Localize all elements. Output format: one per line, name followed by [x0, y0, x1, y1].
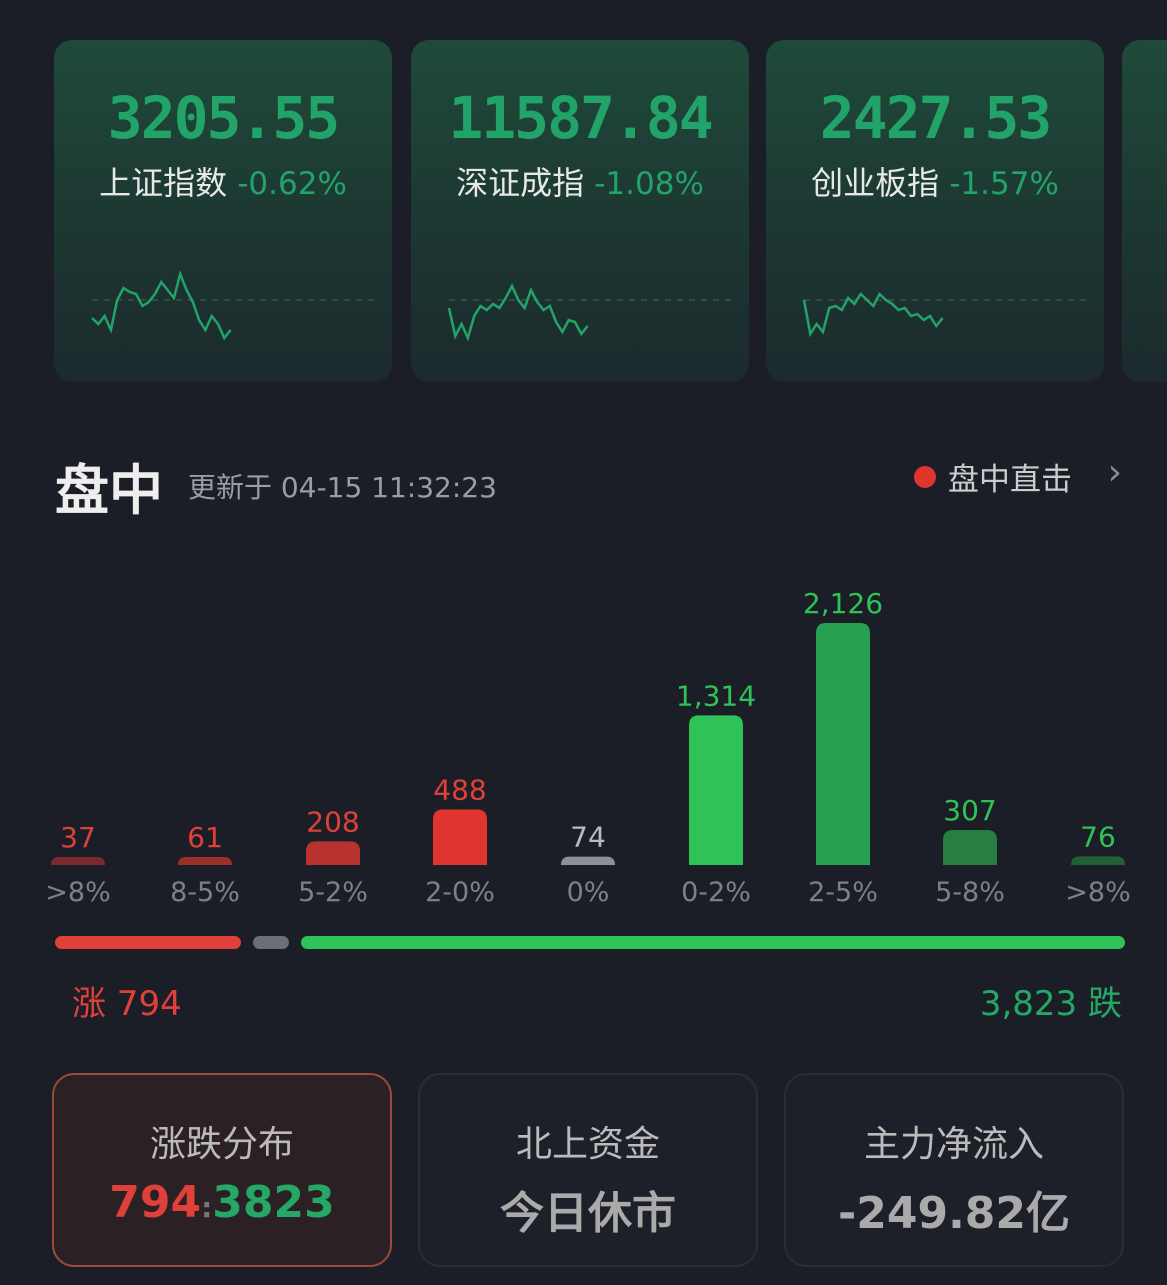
bar	[306, 841, 360, 865]
bar	[689, 715, 743, 865]
ratio-bar-rise	[55, 936, 241, 949]
fall-value: 3823	[212, 1177, 335, 1228]
live-label: 盘中直击	[948, 462, 1072, 498]
index-card-partial[interactable]	[1122, 40, 1167, 382]
bar-value-label: 61	[187, 821, 223, 854]
tab-northbound[interactable]: 北上资金 今日休市	[418, 1073, 758, 1267]
sparkline	[91, 269, 374, 341]
live-dot-icon	[914, 465, 936, 488]
box-title: 涨跌分布	[149, 1124, 294, 1165]
rise-count: 涨 794	[72, 984, 182, 1024]
distribution-chart: 37 >8% 61 8-5% 208 5-2% 488 2-0% 74 0% 1,314 0-2% 2,…	[45, 587, 1130, 908]
bar-category-label: 8-5%	[170, 877, 240, 908]
sparkline-line	[447, 283, 589, 342]
bar-value-label: 37	[60, 821, 96, 854]
separator: :	[201, 1191, 213, 1224]
sparkline-line	[802, 291, 944, 338]
sparkline-line	[91, 269, 232, 341]
bar-category-label: >8%	[45, 877, 110, 908]
index-value: 11587.84	[448, 84, 713, 152]
bar	[561, 856, 615, 865]
bar	[433, 809, 487, 865]
chevron-right-icon[interactable]: ›	[1107, 452, 1122, 493]
index-name: 上证指数	[99, 164, 228, 202]
update-time: 更新于 04-15 11:32:23	[188, 471, 497, 504]
live-link[interactable]: 盘中直击	[914, 454, 1072, 499]
index-change: -0.62%	[237, 166, 347, 202]
box-title: 北上资金	[515, 1124, 660, 1165]
sparkline	[802, 291, 1086, 338]
bar-value-label: 76	[1080, 820, 1116, 853]
bar	[816, 623, 870, 865]
bar-category-label: 5-8%	[935, 877, 1005, 908]
bar-category-label: >8%	[1065, 877, 1130, 908]
index-name: 创业板指	[811, 164, 940, 202]
bar-value-label: 1,314	[676, 679, 756, 712]
bar-value-label: 488	[433, 773, 486, 806]
bar-value-label: 2,126	[803, 587, 883, 620]
index-change: -1.57%	[949, 166, 1059, 202]
index-card-chinext[interactable]: 2427.53 创业板指 -1.57%	[766, 40, 1104, 382]
bar	[178, 857, 232, 865]
bar-category-label: 0%	[567, 877, 610, 908]
index-card-shenzhen[interactable]: 11587.84 深证成指 -1.08%	[411, 40, 749, 382]
box-title: 主力净流入	[863, 1124, 1044, 1165]
index-value: 2427.53	[819, 84, 1052, 152]
bar-category-label: 5-2%	[298, 877, 368, 908]
bar-value-label: 307	[943, 794, 996, 827]
fall-count: 3,823 跌	[979, 984, 1122, 1024]
bar-value-label: 208	[306, 805, 359, 838]
sparkline	[447, 283, 731, 342]
rise-value: 794	[109, 1177, 202, 1228]
bar-category-label: 2-0%	[425, 877, 495, 908]
bar-category-label: 0-2%	[681, 877, 751, 908]
ratio-bar-fall	[300, 936, 1125, 949]
index-name: 深证成指	[456, 164, 585, 202]
section-title: 盘中	[55, 459, 163, 522]
ratio-bar-flat	[252, 936, 289, 949]
box-value: -249.82亿	[837, 1188, 1071, 1239]
tab-main-inflow[interactable]: 主力净流入 -249.82亿	[784, 1073, 1124, 1267]
bar	[1071, 856, 1125, 865]
box-value: 今日休市	[500, 1188, 676, 1239]
index-card-shanghai[interactable]: 3205.55 上证指数 -0.62%	[54, 40, 392, 382]
bar	[943, 830, 997, 865]
index-change: -1.08%	[594, 166, 704, 202]
bar	[51, 857, 105, 865]
index-value: 3205.55	[107, 84, 340, 152]
tab-distribution[interactable]: 涨跌分布 794:3823	[52, 1073, 392, 1267]
bar-category-label: 2-5%	[808, 877, 878, 908]
bar-value-label: 74	[570, 821, 606, 854]
